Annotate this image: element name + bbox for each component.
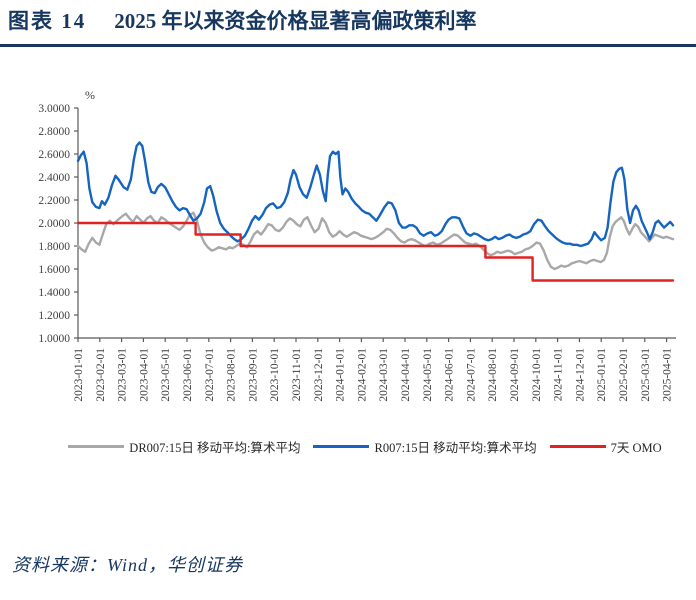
omo-line-swatch — [549, 445, 606, 448]
svg-text:2024-04-01: 2024-04-01 — [400, 348, 412, 402]
title-divider — [0, 44, 696, 47]
svg-text:1.6000: 1.6000 — [38, 264, 70, 276]
r007-line-swatch — [313, 445, 370, 448]
svg-text:2024-09-01: 2024-09-01 — [509, 348, 521, 402]
svg-text:2024-11-01: 2024-11-01 — [553, 348, 565, 401]
dr007-line-swatch — [68, 445, 125, 448]
svg-text:2025-03-01: 2025-03-01 — [640, 348, 652, 402]
chart-legend: DR007:15日 移动平均:算术平均 R007:15日 移动平均:算术平均 7… — [0, 437, 696, 456]
svg-text:2025-04-01: 2025-04-01 — [662, 348, 674, 402]
svg-text:2.6000: 2.6000 — [38, 149, 70, 161]
svg-text:2023-01-01: 2023-01-01 — [73, 348, 85, 402]
figure-number: 图表 14 — [8, 9, 87, 33]
svg-text:2023-02-01: 2023-02-01 — [95, 348, 107, 402]
svg-text:2023-07-01: 2023-07-01 — [204, 348, 216, 402]
svg-text:2023-08-01: 2023-08-01 — [226, 348, 238, 402]
svg-text:2023-05-01: 2023-05-01 — [160, 348, 172, 402]
svg-text:2.4000: 2.4000 — [38, 172, 70, 184]
legend-label-r007: R007:15日 移动平均:算术平均 — [374, 441, 537, 455]
svg-text:3.0000: 3.0000 — [38, 103, 70, 115]
legend-item-omo: 7天 OMO — [549, 437, 662, 456]
svg-text:2023-10-01: 2023-10-01 — [269, 348, 281, 402]
source-note: 资料来源：Wind，华创证券 — [12, 555, 244, 575]
svg-text:2025-01-01: 2025-01-01 — [596, 348, 608, 402]
svg-text:2024-01-01: 2024-01-01 — [335, 348, 347, 402]
svg-text:1.8000: 1.8000 — [38, 241, 70, 253]
svg-text:2.8000: 2.8000 — [38, 126, 70, 138]
svg-text:2023-04-01: 2023-04-01 — [138, 348, 150, 402]
legend-item-r007: R007:15日 移动平均:算术平均 — [313, 437, 537, 456]
svg-text:2024-12-01: 2024-12-01 — [574, 348, 586, 402]
figure-title: 图表 14 2025 年以来资金价格显著高偏政策利率 — [8, 5, 477, 35]
rate-line-chart: 3.0000 2.8000 2.6000 2.4000 2.2000 2.0000 1.80… — [38, 88, 676, 402]
svg-text:2024-10-01: 2024-10-01 — [531, 348, 543, 402]
legend-label-omo: 7天 OMO — [610, 441, 662, 455]
figure-title-text: 2025 年以来资金价格显著高偏政策利率 — [114, 9, 477, 33]
legend-item-dr007: DR007:15日 移动平均:算术平均 — [68, 437, 300, 456]
svg-text:2023-11-01: 2023-11-01 — [291, 348, 303, 401]
svg-text:1.0000: 1.0000 — [38, 333, 70, 345]
svg-text:2024-05-01: 2024-05-01 — [422, 348, 434, 402]
svg-text:2024-02-01: 2024-02-01 — [356, 348, 368, 402]
svg-text:1.2000: 1.2000 — [38, 310, 70, 322]
svg-text:2024-08-01: 2024-08-01 — [487, 348, 499, 402]
svg-text:2024-07-01: 2024-07-01 — [465, 348, 477, 402]
svg-text:2023-12-01: 2023-12-01 — [313, 348, 325, 402]
svg-text:%: % — [85, 88, 95, 102]
svg-text:2024-03-01: 2024-03-01 — [378, 348, 390, 402]
svg-text:2024-06-01: 2024-06-01 — [444, 348, 456, 402]
svg-text:2023-03-01: 2023-03-01 — [117, 348, 129, 402]
svg-text:2025-02-01: 2025-02-01 — [618, 348, 630, 402]
svg-text:1.4000: 1.4000 — [38, 287, 70, 299]
svg-text:2023-09-01: 2023-09-01 — [247, 348, 259, 402]
svg-text:2.0000: 2.0000 — [38, 218, 70, 230]
svg-text:2023-06-01: 2023-06-01 — [182, 348, 194, 402]
svg-text:2.2000: 2.2000 — [38, 195, 70, 207]
legend-label-dr007: DR007:15日 移动平均:算术平均 — [129, 441, 301, 455]
